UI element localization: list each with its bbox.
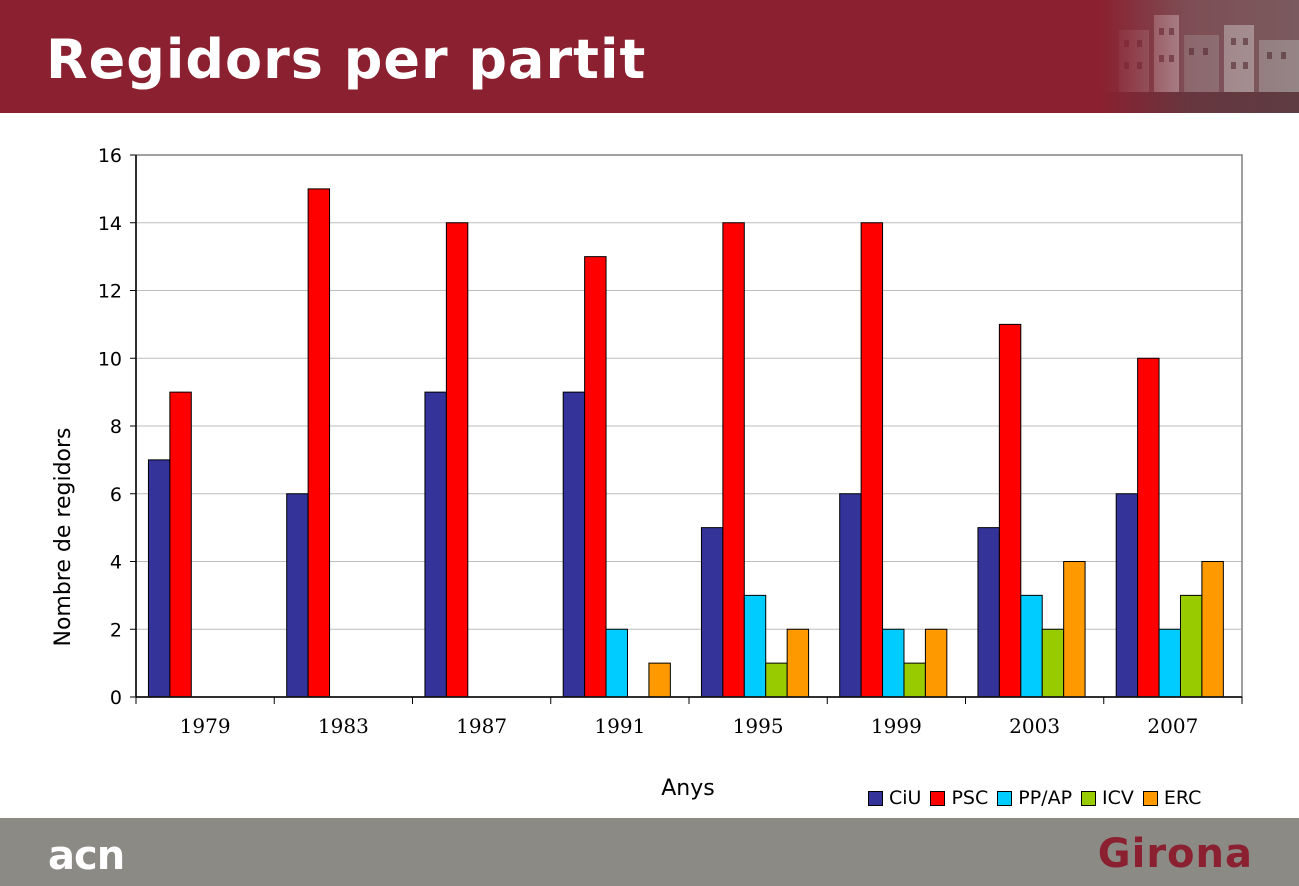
legend-swatch: [1142, 790, 1158, 806]
chart-legend: CiU PSC PP/AP ICV ERC: [868, 786, 1210, 810]
x-tick-label-2007: 2007: [1147, 714, 1198, 738]
bar-CiU-1999: [839, 493, 862, 698]
x-axis-title: Anys: [661, 776, 714, 801]
x-tick-label-1987: 1987: [456, 714, 507, 738]
y-axis-title: Nombre de regidors: [51, 427, 76, 646]
bar-ERC-1999: [924, 628, 948, 698]
page-title: Regidors per partit: [46, 28, 647, 91]
bar-chart: 0 2 4 6 8 10 12 14 16 1979 1983 1987 1991 1995 1999 200…: [51, 145, 1243, 801]
x-tick-label-1999: 1999: [871, 714, 922, 738]
legend-swatch: [997, 790, 1013, 806]
x-tick-label-1991: 1991: [594, 714, 645, 738]
bar-PSC-1999: [860, 222, 884, 698]
acn-logo: acn: [48, 833, 125, 879]
y-tick-label: 4: [110, 552, 122, 574]
x-tick-label-2003: 2003: [1009, 714, 1060, 738]
y-tick-label: 8: [110, 416, 122, 438]
legend-label: CiU: [889, 787, 922, 809]
legend-swatch: [930, 790, 946, 806]
y-tick-label: 14: [98, 213, 122, 235]
y-tick-label: 2: [110, 619, 122, 641]
header-bar: Regidors per partit: [0, 0, 1299, 113]
bar-ICV-1995: [765, 662, 788, 698]
bar-PP-AP-1995: [743, 594, 767, 698]
bar-PSC-1983: [307, 188, 331, 698]
bar-ERC-2003: [1063, 561, 1086, 698]
bar-CiU-1979: [147, 459, 171, 698]
bar-PSC-2003: [998, 323, 1022, 698]
legend-swatch: [1081, 790, 1097, 806]
bar-CiU-2003: [977, 527, 1000, 698]
bar-ERC-1995: [786, 628, 810, 698]
y-tick-label: 10: [98, 348, 122, 370]
bar-PSC-1995: [722, 222, 745, 698]
bar-PSC-1979: [169, 391, 192, 698]
bar-ERC-2007: [1201, 561, 1224, 698]
bar-ICV-1999: [903, 662, 926, 698]
bar-ICV-2003: [1041, 628, 1065, 698]
y-tick-label: 16: [98, 145, 122, 167]
footer-bar: acn Girona: [0, 818, 1299, 886]
y-tick-label: 12: [98, 281, 122, 303]
legend-label: ICV: [1102, 787, 1134, 809]
bar-CiU-1987: [424, 391, 447, 698]
bar-PP-AP-1991: [605, 628, 628, 698]
bar-CiU-2007: [1115, 493, 1139, 698]
x-tick-label-1983: 1983: [318, 714, 369, 738]
bar-PSC-1987: [445, 222, 469, 698]
bar-ERC-1991: [648, 662, 671, 698]
x-tick-label-1979: 1979: [180, 714, 231, 738]
bar-PP-AP-1999: [882, 628, 905, 698]
bar-PSC-1991: [584, 256, 607, 698]
y-tick-label: 6: [110, 484, 122, 506]
bar-CiU-1983: [286, 493, 309, 698]
y-tick-label: 0: [110, 687, 122, 709]
legend-item-ICV: ICV: [1081, 787, 1134, 809]
bar-CiU-1995: [700, 527, 724, 698]
legend-label: PP/AP: [1018, 787, 1073, 809]
legend-label: ERC: [1163, 787, 1202, 809]
bar-ICV-2007: [1179, 594, 1203, 698]
city-photo-banner: [1099, 0, 1299, 113]
legend-item-PSC: PSC: [930, 787, 988, 809]
legend-item-CiU: CiU: [868, 787, 921, 809]
legend-item-PP-AP: PP/AP: [997, 787, 1072, 809]
legend-item-ERC: ERC: [1142, 787, 1202, 809]
legend-label: PSC: [951, 787, 989, 809]
bar-PSC-2007: [1137, 357, 1160, 698]
bar-PP-AP-2007: [1158, 628, 1181, 698]
legend-swatch: [868, 790, 883, 806]
bar-PP-AP-2003: [1020, 594, 1043, 698]
city-name: Girona: [1097, 831, 1253, 877]
bar-CiU-1991: [562, 391, 586, 698]
x-tick-label-1995: 1995: [733, 714, 784, 738]
